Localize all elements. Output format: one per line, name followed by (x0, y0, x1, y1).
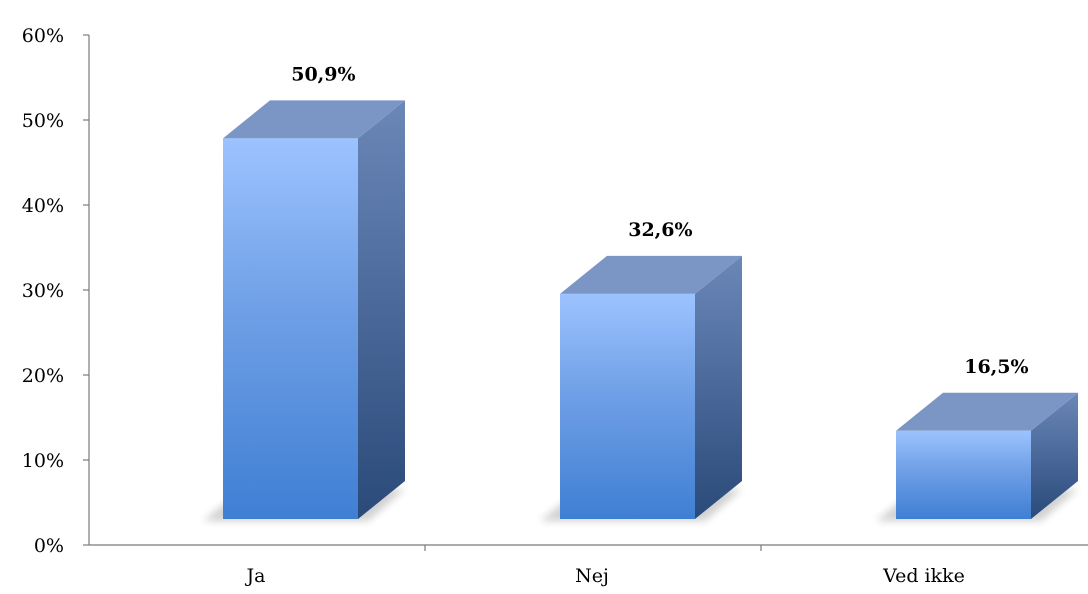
y-tick-label: 10% (22, 450, 64, 472)
bar-side-face (358, 100, 405, 519)
y-tick-label: 20% (22, 365, 64, 387)
axes (83, 34, 1088, 551)
x-category-label: Ved ikke (882, 565, 965, 587)
bar-top-face (560, 255, 742, 294)
bar-top-face (896, 392, 1078, 431)
bar-data-label: 50,9% (291, 63, 355, 85)
bar-front-face (223, 138, 358, 519)
bar-data-label: 32,6% (628, 219, 692, 241)
y-tick-label: 30% (22, 280, 64, 302)
bar-data-label: 16,5% (964, 356, 1028, 378)
bar-1 (203, 100, 405, 521)
y-tick-label: 50% (22, 110, 64, 132)
bar-side-face (1031, 392, 1078, 519)
y-tick-label: 60% (22, 25, 64, 47)
y-tick-label: 40% (22, 195, 64, 217)
bar-side-face (695, 255, 742, 519)
bar-3 (876, 392, 1078, 521)
labels: 0% 10% 20% 30% 40% 50% 60% 50,9% Ja 32,6% Nej 16,5%… (22, 25, 1029, 587)
x-category-label: Ja (245, 565, 266, 587)
bar-front-face (560, 293, 695, 519)
y-tick-label: 0% (34, 535, 64, 557)
bar-front-face (896, 430, 1031, 519)
bar-2 (540, 255, 742, 521)
x-category-label: Nej (575, 565, 609, 587)
bar-top-face (223, 100, 405, 139)
bars (203, 100, 1078, 521)
